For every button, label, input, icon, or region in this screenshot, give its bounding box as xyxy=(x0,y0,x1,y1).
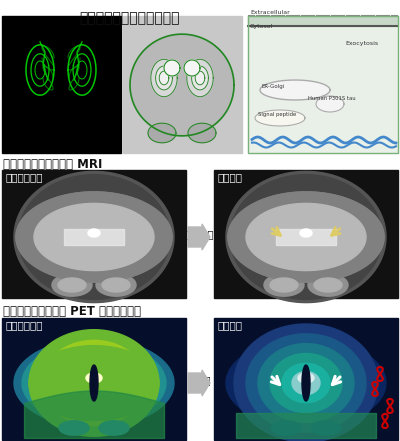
Text: 脳萎縮抑制: 脳萎縮抑制 xyxy=(184,229,214,239)
Bar xyxy=(2,318,186,440)
Polygon shape xyxy=(74,366,114,400)
Polygon shape xyxy=(99,421,129,435)
Text: タウに対する点鼻ワクチン: タウに対する点鼻ワクチン xyxy=(80,11,180,25)
Polygon shape xyxy=(270,354,342,412)
Polygon shape xyxy=(226,172,386,303)
Polygon shape xyxy=(14,339,174,427)
Polygon shape xyxy=(228,192,384,282)
Polygon shape xyxy=(29,330,159,436)
Polygon shape xyxy=(18,175,170,299)
Polygon shape xyxy=(246,334,366,432)
Polygon shape xyxy=(42,340,146,426)
Polygon shape xyxy=(308,274,348,296)
Polygon shape xyxy=(311,421,341,435)
Text: Human P301S tau: Human P301S tau xyxy=(308,96,356,101)
Bar xyxy=(123,16,242,153)
Polygon shape xyxy=(316,96,344,112)
Polygon shape xyxy=(292,371,320,395)
Text: 炎症抑制: 炎症抑制 xyxy=(187,375,211,385)
Text: ワクチン: ワクチン xyxy=(217,172,242,182)
Text: 認知症モデルマウス PET イメージング: 認知症モデルマウス PET イメージング xyxy=(3,305,141,318)
Bar xyxy=(2,170,186,298)
Text: コントロール: コントロール xyxy=(5,320,42,330)
Polygon shape xyxy=(230,175,382,299)
Polygon shape xyxy=(14,172,174,303)
Text: コントロール: コントロール xyxy=(5,172,42,182)
Polygon shape xyxy=(59,421,89,435)
Polygon shape xyxy=(130,34,234,136)
Polygon shape xyxy=(102,278,130,292)
Bar xyxy=(248,16,398,26)
Bar xyxy=(214,318,398,440)
Text: Exocytosis: Exocytosis xyxy=(345,41,378,46)
Bar xyxy=(248,16,398,153)
Polygon shape xyxy=(192,66,208,90)
Polygon shape xyxy=(271,421,301,435)
FancyArrow shape xyxy=(188,224,210,250)
Polygon shape xyxy=(90,365,98,401)
FancyArrow shape xyxy=(188,370,210,396)
Polygon shape xyxy=(34,203,154,271)
Text: Cytosol: Cytosol xyxy=(250,24,273,29)
Polygon shape xyxy=(270,278,298,292)
Polygon shape xyxy=(96,274,136,296)
Polygon shape xyxy=(88,229,100,237)
Text: Extracellular: Extracellular xyxy=(250,10,290,15)
Polygon shape xyxy=(184,60,200,76)
Polygon shape xyxy=(52,274,92,296)
Polygon shape xyxy=(22,342,166,424)
Polygon shape xyxy=(246,203,366,271)
Polygon shape xyxy=(282,363,330,403)
Polygon shape xyxy=(64,359,124,407)
Polygon shape xyxy=(164,60,180,76)
Text: Signal peptide: Signal peptide xyxy=(258,112,296,117)
Polygon shape xyxy=(86,373,102,383)
Polygon shape xyxy=(156,66,172,90)
Polygon shape xyxy=(300,229,312,237)
Polygon shape xyxy=(228,192,384,282)
Polygon shape xyxy=(226,339,386,427)
Polygon shape xyxy=(151,59,177,97)
Polygon shape xyxy=(187,59,213,97)
Bar xyxy=(2,16,121,153)
Polygon shape xyxy=(260,80,330,100)
Polygon shape xyxy=(314,278,342,292)
Polygon shape xyxy=(29,346,159,420)
Bar xyxy=(214,170,398,298)
Polygon shape xyxy=(16,192,172,282)
Polygon shape xyxy=(159,71,169,85)
Polygon shape xyxy=(195,71,205,85)
Polygon shape xyxy=(148,123,176,143)
Polygon shape xyxy=(255,110,305,126)
Polygon shape xyxy=(264,274,304,296)
Polygon shape xyxy=(16,192,172,282)
Polygon shape xyxy=(58,278,86,292)
Polygon shape xyxy=(234,324,378,441)
Polygon shape xyxy=(298,373,314,383)
Bar xyxy=(248,16,398,153)
Polygon shape xyxy=(188,123,216,143)
Text: 認知症モデルマウス脳 MRI: 認知症モデルマウス脳 MRI xyxy=(3,158,102,171)
Text: ワクチン: ワクチン xyxy=(217,320,242,330)
Polygon shape xyxy=(82,373,106,393)
Text: ER-Golgi: ER-Golgi xyxy=(262,84,285,89)
Polygon shape xyxy=(258,344,354,422)
Polygon shape xyxy=(54,350,134,416)
Polygon shape xyxy=(302,365,310,401)
